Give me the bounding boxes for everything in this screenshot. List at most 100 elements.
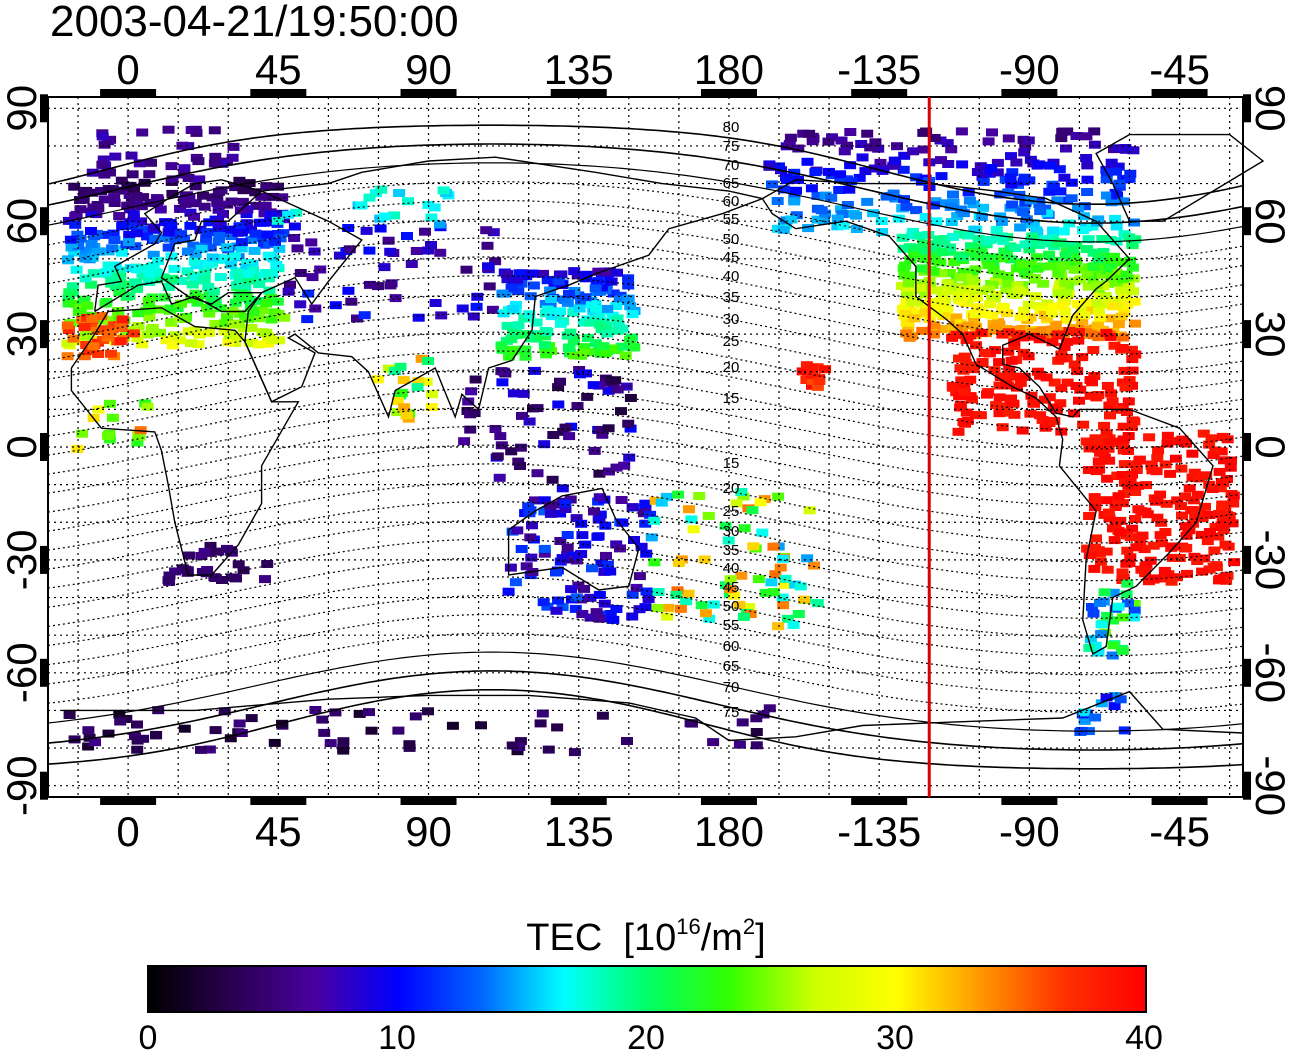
tec-cell <box>85 280 98 289</box>
tec-cell <box>1100 693 1113 702</box>
tec-cell <box>1099 257 1111 266</box>
tec-cell <box>1195 530 1208 539</box>
tec-cell <box>1140 560 1153 569</box>
tec-cell <box>468 409 481 418</box>
tec-cell <box>950 313 963 322</box>
tec-cell <box>702 511 715 520</box>
tec-cell <box>398 403 411 412</box>
tec-cell <box>1072 204 1085 212</box>
tec-cell <box>563 289 575 298</box>
tec-cell <box>273 244 286 253</box>
y-tick-label-left: -60 <box>0 642 45 703</box>
tec-cell <box>596 711 609 720</box>
tec-cell <box>1018 148 1031 157</box>
tec-cell <box>470 302 483 311</box>
tec-cell <box>1094 599 1106 607</box>
contour-line <box>47 124 1244 205</box>
tec-cell <box>264 210 277 219</box>
tec-cell <box>1208 546 1221 555</box>
tec-cell <box>897 244 910 253</box>
tec-cell <box>71 444 84 453</box>
tec-cell <box>1147 541 1160 550</box>
tec-cell <box>954 296 967 305</box>
tec-cell <box>743 603 756 612</box>
tec-cell <box>496 345 509 354</box>
y-tick-label-left: -90 <box>0 755 45 816</box>
tec-cell <box>206 253 219 262</box>
tec-cell <box>181 267 194 276</box>
tec-cell <box>1134 539 1147 548</box>
tec-cell <box>573 304 586 313</box>
tec-cell <box>200 569 213 578</box>
tec-cell <box>554 319 567 328</box>
tec-cell <box>1054 399 1067 408</box>
tec-cell <box>391 408 404 417</box>
tec-cell <box>1128 606 1141 615</box>
tec-cell <box>1007 372 1020 381</box>
tec-cell <box>195 244 208 253</box>
tec-cell <box>363 193 376 202</box>
tec-cell <box>69 220 82 229</box>
tec-cell <box>1081 269 1094 278</box>
tec-cell <box>1091 321 1104 330</box>
tec-cell <box>1061 337 1074 346</box>
tec-cell <box>269 237 281 246</box>
tec-cell <box>236 197 249 206</box>
tec-cell <box>121 181 134 190</box>
tec-cell <box>573 366 586 374</box>
tec-cell <box>109 152 122 161</box>
tec-cell <box>1010 383 1023 392</box>
tec-cell <box>1203 440 1216 449</box>
tec-cell <box>81 301 94 310</box>
tec-cell <box>1107 616 1119 625</box>
y-tick-label-left: 90 <box>0 85 45 132</box>
tec-cell <box>425 213 438 222</box>
tec-cell <box>1112 492 1125 501</box>
left-tick <box>40 545 48 574</box>
tec-cell <box>876 228 889 236</box>
tec-cell <box>1081 245 1093 253</box>
tec-cell <box>1072 336 1085 345</box>
tec-cell <box>1116 344 1129 352</box>
tec-cell <box>388 211 400 220</box>
x-tick-label-top: -90 <box>999 46 1060 93</box>
tec-cell <box>245 714 258 723</box>
top-tick <box>400 89 457 97</box>
tec-cell <box>503 352 516 361</box>
tec-cell <box>1000 380 1013 389</box>
tec-cell <box>589 284 602 293</box>
tec-cell <box>128 184 141 193</box>
tec-cell <box>232 332 244 341</box>
y-tick-label-right: 0 <box>1247 435 1292 458</box>
tec-cell <box>1121 579 1134 588</box>
tec-cell <box>506 304 519 313</box>
tec-cell <box>787 620 800 629</box>
tec-cell <box>1119 383 1132 392</box>
tec-cell <box>1101 611 1114 620</box>
tec-cell <box>982 137 995 146</box>
tec-cell <box>132 322 145 330</box>
tec-cell <box>1108 692 1121 701</box>
tec-cell <box>174 204 186 213</box>
tec-cell <box>956 160 969 169</box>
tec-cell <box>259 575 271 584</box>
tec-cell <box>993 409 1006 418</box>
tec-cell <box>239 282 252 291</box>
tec-cell <box>219 319 232 328</box>
tec-cell <box>975 328 988 337</box>
tec-cell <box>988 366 1001 375</box>
tec-cell <box>78 188 91 197</box>
tec-cell <box>928 246 941 255</box>
tec-cell <box>687 525 700 534</box>
tec-cell <box>807 377 819 386</box>
tec-cell <box>179 315 192 323</box>
tec-cell <box>891 142 903 151</box>
tec-cell <box>507 389 520 398</box>
tec-cell <box>1218 456 1230 465</box>
tec-cell <box>270 261 283 269</box>
tec-cell <box>898 195 910 204</box>
tec-cell <box>693 492 706 500</box>
tec-cell <box>561 543 574 552</box>
tec-cell <box>970 293 983 302</box>
tec-cell <box>384 281 397 290</box>
